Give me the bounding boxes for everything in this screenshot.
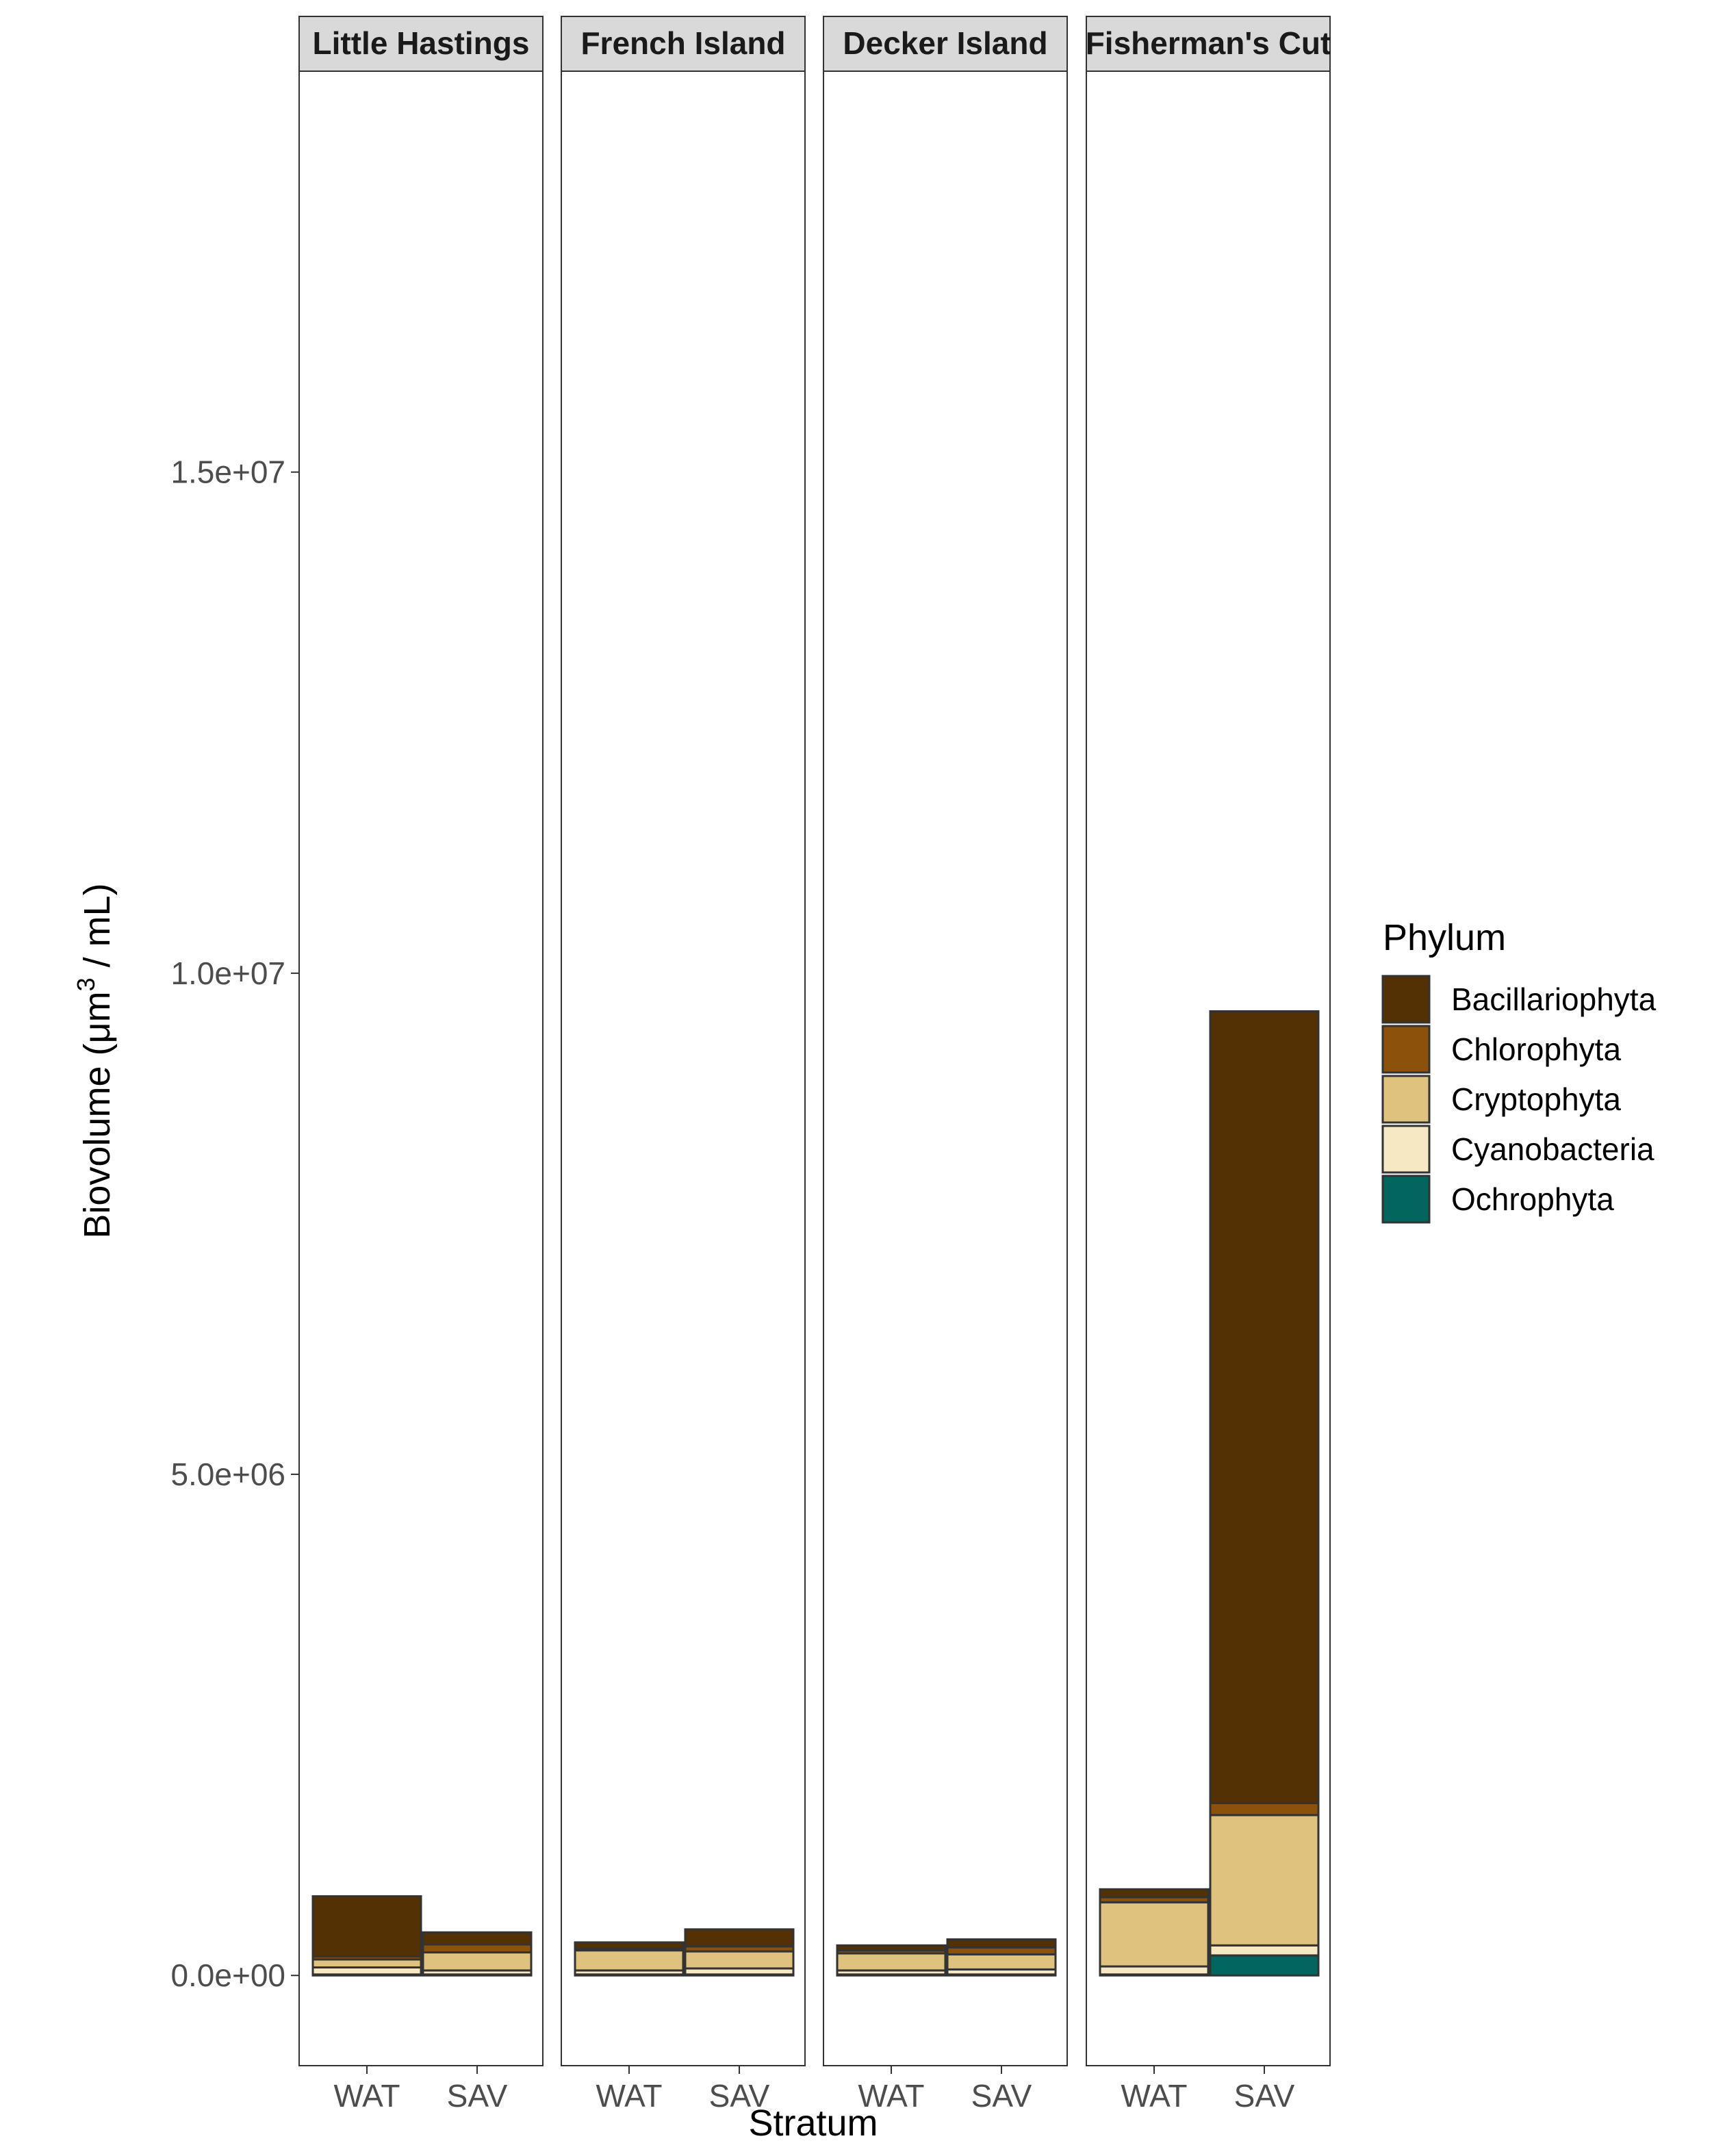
bar-segment-cryptophyta	[422, 1951, 533, 1972]
bar-segment-bacillariophyta	[1099, 1888, 1210, 1899]
bar-segment-bacillariophyta	[1209, 1010, 1320, 1804]
bar-segment-bacillariophyta	[836, 1944, 947, 1952]
facet-strip	[561, 16, 806, 72]
bar-segment-bacillariophyta	[311, 1895, 422, 1958]
bar-segment-bacillariophyta	[422, 1931, 533, 1946]
panel-background	[561, 71, 805, 2066]
facet-french-island: French Island WAT SAV	[561, 16, 806, 2114]
legend-label: Bacillariophyta	[1451, 981, 1657, 1017]
stacked-bar-sav	[684, 1928, 795, 1977]
bar-segment-cryptophyta	[836, 1952, 947, 1972]
bar-segment-cryptophyta	[684, 1950, 795, 1970]
legend-label: Chlorophyta	[1451, 1031, 1621, 1067]
facet-panels: Little Hastings WAT SAV French Island WAT SAV…	[298, 16, 1331, 2114]
y-tick-label: 5.0e+06	[170, 1456, 285, 1492]
legend-item-ochrophyta: Ochrophyta	[1381, 1175, 1614, 1224]
panel-border	[1086, 70, 1331, 2066]
facet-little-hastings: Little Hastings WAT SAV	[298, 16, 544, 2114]
x-tick-label: WAT	[858, 2078, 924, 2114]
facet-strip	[823, 16, 1068, 72]
legend-item-bacillariophyta: Bacillariophyta	[1381, 975, 1657, 1024]
facet-fisherman-s-cut: Fisherman's Cut WAT SAV	[1086, 16, 1331, 2114]
bar-segment-chlorophyta	[422, 1943, 533, 1954]
facet-strip-label: Decker Island	[843, 25, 1047, 61]
x-tick-label: WAT	[1121, 2078, 1187, 2114]
facet-strip	[298, 16, 544, 72]
stacked-bar-wat	[1099, 1888, 1210, 1977]
legend-swatch	[1381, 1175, 1431, 1224]
stacked-bar-wat	[311, 1895, 422, 1977]
legend-title: Phylum	[1383, 917, 1506, 958]
bar-segment-bacillariophyta	[574, 1941, 685, 1950]
legend-label: Cyanobacteria	[1451, 1131, 1654, 1167]
facet-strip-label: Fisherman's Cut	[1086, 25, 1331, 61]
y-tick-label: 1.5e+07	[170, 454, 285, 490]
x-tick-label: SAV	[709, 2078, 770, 2114]
panel-background	[299, 71, 543, 2066]
bar-segment-cryptophyta	[574, 1949, 685, 1972]
bar-segment-cryptophyta	[311, 1958, 422, 1968]
panel-border	[823, 70, 1068, 2066]
bar-segment-chlorophyta	[1209, 1801, 1320, 1817]
facet-strip	[1086, 16, 1331, 72]
x-tick-label: WAT	[333, 2078, 400, 2114]
panel-background	[823, 71, 1067, 2066]
bar-segment-cryptophyta	[1099, 1901, 1210, 1968]
legend-swatch	[1381, 1025, 1431, 1074]
y-tick-label: 0.0e+00	[170, 1958, 285, 1993]
y-tick-label: 1.0e+07	[170, 955, 285, 991]
stacked-bar-wat	[574, 1941, 685, 1977]
x-axis-title: Stratum	[748, 2103, 878, 2144]
legend: Phylum Bacillariophyta Chlorophyta Cryptoph…	[1381, 917, 1657, 1224]
legend-swatch	[1381, 975, 1431, 1024]
bar-segment-cryptophyta	[946, 1953, 1057, 1971]
bar-segment-chlorophyta	[946, 1946, 1057, 1955]
legend-label: Ochrophyta	[1451, 1181, 1614, 1217]
stacked-bar-sav	[946, 1938, 1057, 1977]
y-axis-title-superscript: 3	[72, 977, 100, 991]
panel-border	[298, 70, 544, 2066]
legend-swatch	[1381, 1075, 1431, 1124]
legend-item-chlorophyta: Chlorophyta	[1381, 1025, 1621, 1074]
y-axis-title-suffix: / mL)	[77, 883, 118, 977]
legend-item-cryptophyta: Cryptophyta	[1381, 1075, 1621, 1124]
x-tick-label: SAV	[1234, 2078, 1295, 2114]
panel-border	[561, 70, 806, 2066]
x-tick-label: SAV	[447, 2078, 508, 2114]
legend-label: Cryptophyta	[1451, 1081, 1621, 1117]
legend-item-cyanobacteria: Cyanobacteria	[1381, 1125, 1654, 1174]
bar-segment-ochrophyta	[1209, 1954, 1320, 1977]
stacked-bar-sav	[422, 1931, 533, 1977]
facet-strip-label: French Island	[580, 25, 785, 61]
bar-segment-bacillariophyta	[684, 1928, 795, 1948]
bar-segment-cyanobacteria	[1209, 1944, 1320, 1957]
x-tick-label: SAV	[971, 2078, 1032, 2114]
legend-swatch	[1381, 1125, 1431, 1174]
x-tick-label: WAT	[596, 2078, 662, 2114]
bar-segment-cryptophyta	[1209, 1814, 1320, 1947]
stacked-bar-wat	[836, 1944, 947, 1977]
facet-strip-label: Little Hastings	[313, 25, 530, 61]
bar-segment-cyanobacteria	[1099, 1965, 1210, 1976]
bar-segment-cyanobacteria	[311, 1966, 422, 1976]
y-axis: 0.0e+00 5.0e+06 1.0e+07 1.5e+07	[170, 454, 299, 1993]
facet-decker-island: Decker Island WAT SAV	[823, 16, 1068, 2114]
y-axis-title: Biovolume (μm3 / mL)	[72, 883, 118, 1238]
y-axis-title-prefix: Biovolume (μm	[77, 991, 118, 1238]
bar-segment-bacillariophyta	[946, 1938, 1057, 1949]
stacked-bar-sav	[1209, 1010, 1320, 1977]
